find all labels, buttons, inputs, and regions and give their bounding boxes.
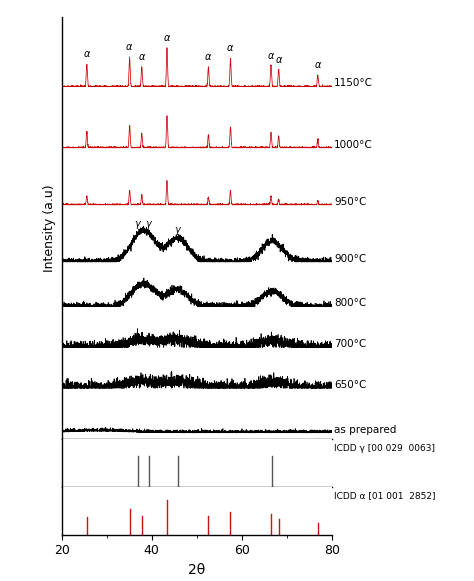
X-axis label: 2θ: 2θ [188, 563, 205, 577]
Text: $\alpha$: $\alpha$ [314, 60, 322, 70]
Text: $\gamma$: $\gamma$ [173, 225, 182, 236]
Text: 1000°C: 1000°C [334, 139, 373, 149]
Text: $\alpha$: $\alpha$ [126, 42, 134, 52]
Text: ICDD α [01 001  2852]: ICDD α [01 001 2852] [334, 491, 436, 500]
Text: ICDD γ [00 029  0063]: ICDD γ [00 029 0063] [334, 444, 435, 454]
Text: $\alpha$: $\alpha$ [274, 55, 283, 65]
Text: as prepared: as prepared [334, 425, 396, 435]
Text: $\alpha$: $\alpha$ [267, 51, 275, 60]
Text: 700°C: 700°C [334, 339, 366, 349]
Y-axis label: Intensity (a.u): Intensity (a.u) [43, 184, 56, 272]
Text: 1150°C: 1150°C [334, 78, 373, 88]
Text: $\alpha$: $\alpha$ [204, 52, 212, 62]
Text: $\alpha$: $\alpha$ [137, 52, 146, 62]
Text: $\alpha$: $\alpha$ [82, 49, 91, 59]
Text: $\gamma$: $\gamma$ [146, 219, 154, 231]
Text: 800°C: 800°C [334, 299, 366, 309]
Text: $\alpha$: $\alpha$ [226, 44, 235, 53]
Text: $\alpha$: $\alpha$ [163, 33, 171, 43]
Text: $\gamma$: $\gamma$ [134, 220, 142, 231]
Text: 650°C: 650°C [334, 380, 366, 390]
Text: 950°C: 950°C [334, 196, 366, 206]
Text: 900°C: 900°C [334, 253, 366, 264]
